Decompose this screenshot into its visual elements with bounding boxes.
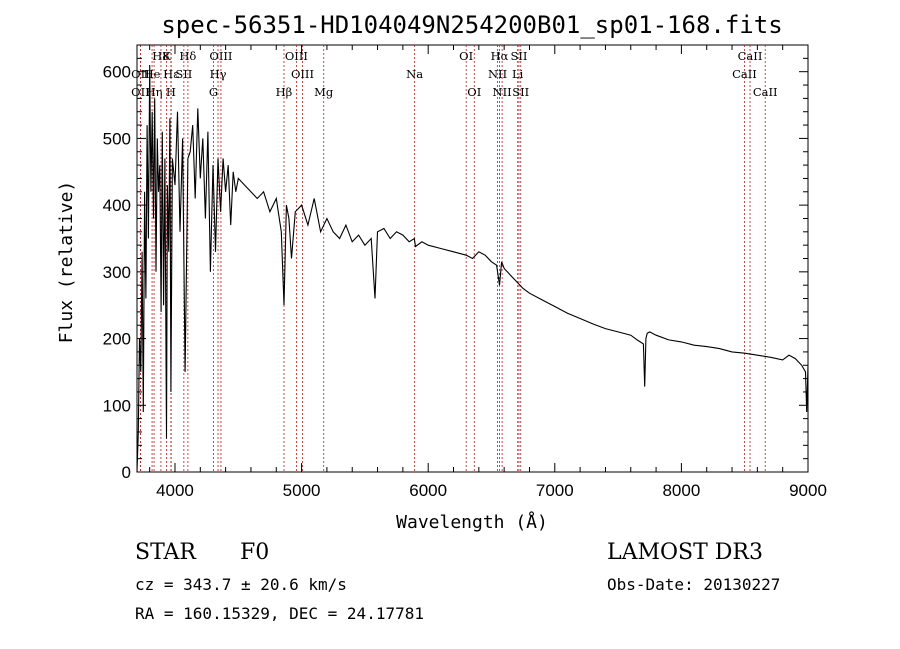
x-axis-label: Wavelength (Å) <box>396 511 548 533</box>
spectral-line-label: NII <box>488 67 507 81</box>
y-axis-ticks: 0 100 200 300 400 500 600 <box>103 44 808 482</box>
spectral-line-label: OII <box>131 67 150 81</box>
y-tick-label: 0 <box>122 463 131 482</box>
observation-date: Obs-Date: 20130227 <box>607 575 781 594</box>
spectral-line-label: Hβ <box>276 85 293 99</box>
spectral-line-label: SII <box>512 85 529 99</box>
spectral-line-label: Hη <box>146 85 163 99</box>
y-tick-label: 600 <box>103 63 131 82</box>
spectral-line-label: Hδ <box>179 49 196 63</box>
spectral-line-label: H <box>166 85 176 99</box>
spectral-line-label: OIII <box>291 67 314 81</box>
x-tick-label: 4000 <box>156 481 194 500</box>
spectral-line-label: OI <box>459 49 473 63</box>
x-tick-label: 8000 <box>662 481 700 500</box>
y-tick-label: 100 <box>103 396 131 415</box>
y-tick-label: 500 <box>103 129 131 148</box>
spectral-line-label: OI <box>467 85 481 99</box>
spectral-line-label: NII <box>493 85 512 99</box>
spectral-line-label: Mg <box>314 85 334 99</box>
chart-title: spec-56351-HD104049N254200B01_sp01-168.f… <box>161 11 782 39</box>
spectral-line-label: Hε <box>163 67 179 81</box>
spectral-line-label: G <box>209 85 218 99</box>
y-tick-label: 400 <box>103 196 131 215</box>
spectral-line-label: SII <box>175 67 192 81</box>
x-tick-label: 9000 <box>789 481 827 500</box>
spectral-line-label: CaII <box>753 85 778 99</box>
redshift-velocity: cz = 343.7 ± 20.6 km/s <box>135 575 347 594</box>
spectral-line-label: SII <box>510 49 527 63</box>
y-tick-label: 200 <box>103 330 131 349</box>
spectral-line-label: K <box>162 49 171 63</box>
spectrum-line <box>136 64 809 473</box>
spectral-line-label: OIII <box>285 49 308 63</box>
x-axis-ticks: 4000 5000 6000 7000 8000 9000 <box>149 45 827 500</box>
spectral-line-label: CaII <box>738 49 763 63</box>
spectral-line-label: H8 <box>152 49 169 63</box>
spectral-line-label: Hα <box>491 49 509 63</box>
spectral-line-label: Na <box>406 67 423 81</box>
spectral-line-label: OIII <box>209 49 232 63</box>
spectral-line-markers <box>140 45 766 472</box>
object-class: STAR <box>135 540 196 565</box>
spectral-line-label: CaII <box>732 67 757 81</box>
spectral-line-label: OII <box>131 85 150 99</box>
y-axis-label: Flux (relative) <box>56 181 77 344</box>
x-tick-label: 7000 <box>536 481 574 500</box>
y-tick-label: 300 <box>103 263 131 282</box>
survey-name: LAMOST DR3 <box>607 540 763 565</box>
object-subclass: F0 <box>240 540 270 565</box>
spectral-line-label: Hγ <box>210 67 227 81</box>
coordinates: RA = 160.15329, DEC = 24.17781 <box>135 604 424 623</box>
spectral-line-label: Li <box>512 67 524 81</box>
spectral-line-label: He <box>144 67 161 81</box>
x-tick-label: 6000 <box>409 481 447 500</box>
x-tick-label: 5000 <box>283 481 321 500</box>
